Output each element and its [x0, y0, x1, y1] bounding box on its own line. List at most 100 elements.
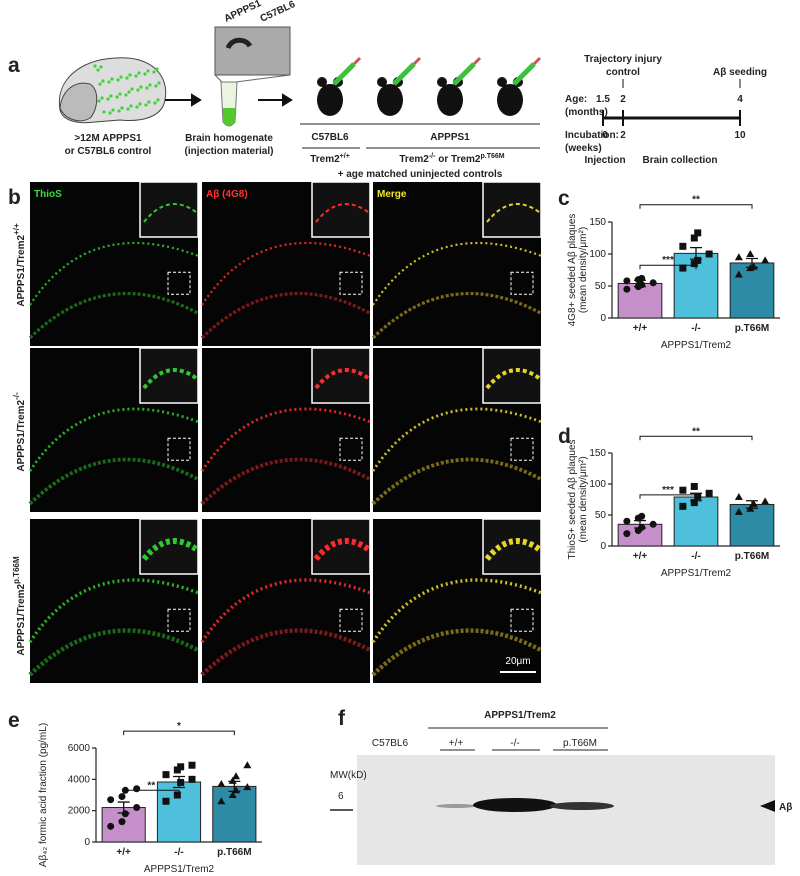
zoom-box	[510, 437, 534, 461]
label: Aβ seeding	[713, 67, 767, 78]
point	[243, 783, 252, 791]
bar	[729, 262, 775, 319]
inset-detail	[313, 538, 370, 561]
scale-label: 20μm	[505, 656, 530, 667]
row-label: APPPS1/Trem2-/-	[12, 392, 27, 472]
mouse	[317, 84, 343, 116]
dot	[154, 84, 158, 88]
arrows	[165, 93, 293, 107]
column-header: Aβ (4G8)	[206, 189, 248, 200]
point	[746, 250, 755, 257]
point	[734, 507, 743, 515]
label: APPPS1/Trem2	[16, 583, 27, 655]
point	[694, 492, 702, 500]
label: or Trem2	[435, 154, 480, 165]
mouse-ear	[317, 77, 327, 87]
dot	[138, 102, 142, 106]
point	[162, 771, 170, 779]
tissue-band	[371, 457, 542, 506]
dot	[118, 92, 122, 96]
label: APPPS1/Trem2	[16, 235, 27, 307]
dot	[129, 104, 133, 108]
tissue-band	[28, 291, 199, 339]
panel-letter: d	[558, 425, 571, 448]
y-axis-label: (mean density/μm²)	[578, 456, 589, 542]
point	[232, 786, 241, 794]
inset-detail	[142, 368, 198, 390]
zoom-box	[510, 271, 534, 295]
point	[177, 778, 185, 786]
lane-label: -/-	[510, 738, 519, 749]
significance-label: **	[692, 195, 700, 206]
mouse-ear	[437, 77, 447, 87]
dot	[130, 87, 134, 91]
label: Injection	[584, 155, 625, 166]
x-axis-label: APPPS1/Trem2	[661, 340, 732, 351]
dot	[97, 99, 101, 103]
group-lines	[300, 123, 540, 149]
injection-sites	[93, 64, 161, 115]
dot	[111, 108, 115, 112]
y-tick-label: 0	[600, 541, 606, 552]
dot	[116, 78, 120, 82]
dot	[134, 74, 138, 78]
x-tick-label: -/-	[691, 551, 700, 562]
x-tick-label: p.T66M	[735, 551, 769, 562]
tissue-band	[200, 407, 371, 472]
y-tick-label: 100	[589, 479, 606, 490]
superscript: p.T66M	[480, 153, 504, 160]
age: 4	[737, 94, 743, 105]
point	[228, 791, 237, 798]
dot	[100, 96, 104, 100]
point	[649, 279, 657, 287]
inset-detail	[314, 368, 370, 390]
y-tick-label: 0	[600, 313, 606, 324]
y-tick-label: 50	[595, 510, 607, 521]
mw-label: MW(kD)	[330, 770, 367, 781]
zoom-box	[510, 608, 534, 632]
label: Age:	[565, 94, 587, 105]
age: 1.5	[596, 94, 610, 105]
point	[690, 499, 698, 507]
dot	[156, 98, 160, 102]
inset-detail	[315, 203, 369, 223]
tissue-band	[200, 291, 371, 339]
syringe-tip	[352, 56, 362, 66]
dot	[115, 95, 119, 99]
y-tick-label: 6000	[68, 743, 91, 754]
syringe	[512, 62, 536, 86]
dot	[101, 79, 105, 83]
label: Trem2	[399, 154, 429, 165]
dot	[108, 111, 112, 115]
dot	[93, 64, 97, 68]
zoom-box	[339, 271, 363, 295]
dot	[127, 90, 131, 94]
point	[173, 791, 181, 799]
timeline	[602, 110, 741, 126]
zoom-box	[167, 437, 191, 461]
point	[188, 775, 196, 783]
point	[746, 504, 755, 512]
dot	[106, 97, 110, 101]
point	[679, 264, 687, 272]
inset	[482, 181, 542, 238]
point	[217, 797, 226, 805]
point	[679, 486, 687, 494]
inset-detail	[485, 368, 541, 390]
inset	[311, 181, 371, 238]
y-tick-label: 100	[589, 249, 606, 260]
superscript: p.T66M	[12, 556, 21, 584]
point	[679, 502, 687, 510]
group-label: APPPS1/Trem2	[484, 710, 556, 721]
timeline-arrows	[622, 79, 741, 88]
x-tick-label: +/+	[633, 551, 648, 562]
row-label: APPPS1/Trem2+/+	[12, 223, 27, 307]
dot	[124, 93, 128, 97]
point	[133, 785, 141, 793]
point	[734, 270, 743, 278]
point	[228, 776, 237, 784]
superscript: -/-	[429, 153, 436, 160]
point	[623, 517, 631, 525]
panel-letter: f	[338, 707, 346, 730]
x-tick-label: -/-	[174, 847, 183, 858]
